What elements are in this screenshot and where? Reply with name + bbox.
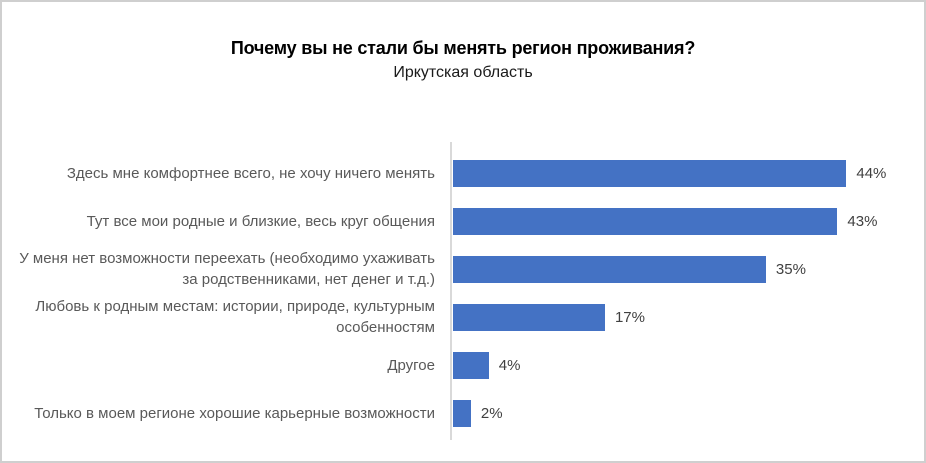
- bar-row: Любовь к родным местам: истории, природе…: [2, 293, 920, 341]
- bar-chart: Здесь мне комфортнее всего, не хочу ниче…: [2, 142, 920, 440]
- category-label: Здесь мне комфортнее всего, не хочу ниче…: [66, 164, 435, 182]
- value-label: 17%: [614, 308, 645, 326]
- value-label: 4%: [498, 356, 521, 374]
- bar: [453, 207, 838, 235]
- category-label: Любовь к родным местам: истории, природе…: [35, 298, 435, 336]
- bar: [453, 159, 847, 187]
- value-label: 44%: [856, 164, 887, 182]
- bar-row: Тут все мои родные и близкие, весь круг …: [2, 197, 920, 245]
- bar-track: 44%: [453, 149, 920, 197]
- bar-track: 17%: [453, 293, 920, 341]
- bar-rows: Здесь мне комфортнее всего, не хочу ниче…: [2, 149, 920, 437]
- chart-header: Почему вы не стали бы менять регион прож…: [2, 38, 924, 82]
- chart-subtitle: Иркутская область: [393, 64, 533, 81]
- value-label: 35%: [775, 260, 806, 278]
- bar: [453, 351, 489, 379]
- value-label: 43%: [847, 212, 878, 230]
- bar-track: 35%: [453, 245, 920, 293]
- category-label: У меня нет возможности переехать (необхо…: [19, 250, 435, 288]
- bar-row: У меня нет возможности переехать (необхо…: [2, 245, 920, 293]
- bar: [453, 303, 605, 331]
- bar-track: 2%: [453, 389, 920, 437]
- category-axis-line: [450, 142, 452, 440]
- bar-row: Здесь мне комфортнее всего, не хочу ниче…: [2, 149, 920, 197]
- bar: [453, 255, 766, 283]
- bar-track: 4%: [453, 341, 920, 389]
- bar-track: 43%: [453, 197, 920, 245]
- chart-title: Почему вы не стали бы менять регион прож…: [230, 38, 696, 58]
- bar-row: Только в моем регионе хорошие карьерные …: [2, 389, 920, 437]
- bar-row: Другое 4%: [2, 341, 920, 389]
- category-label: Другое: [387, 356, 435, 374]
- category-label: Тут все мои родные и близкие, весь круг …: [86, 212, 435, 230]
- category-label: Только в моем регионе хорошие карьерные …: [34, 404, 435, 422]
- bar: [453, 399, 471, 427]
- value-label: 2%: [480, 404, 503, 422]
